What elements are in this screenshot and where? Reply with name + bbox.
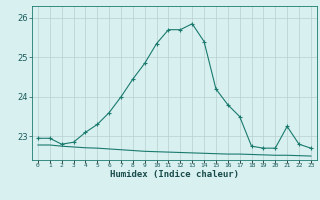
X-axis label: Humidex (Indice chaleur): Humidex (Indice chaleur)	[110, 170, 239, 179]
